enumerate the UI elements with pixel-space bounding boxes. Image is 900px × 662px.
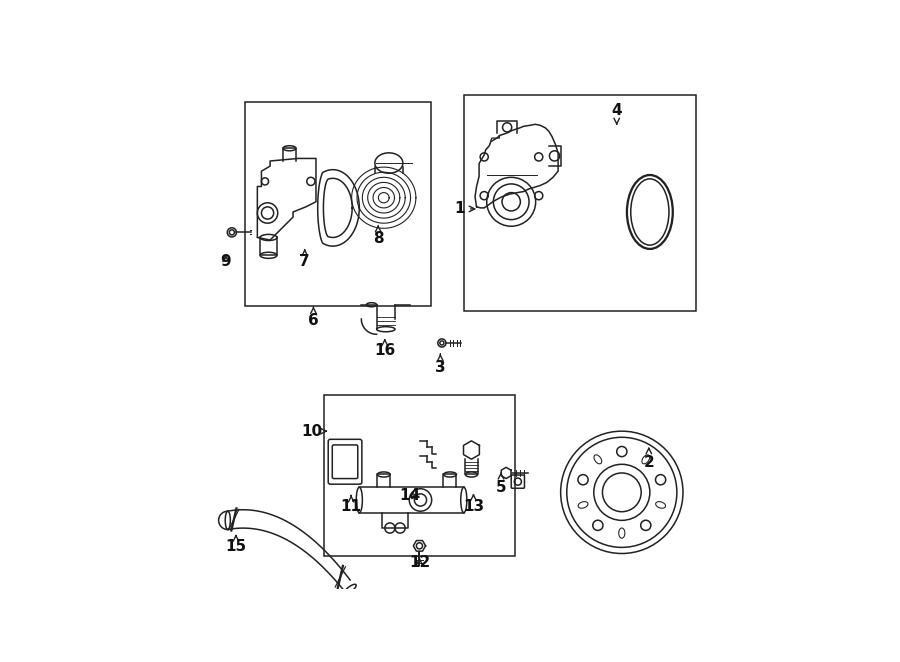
Text: 14: 14 [400, 489, 421, 503]
Text: 5: 5 [496, 473, 507, 495]
Text: 9: 9 [220, 254, 231, 269]
Bar [324, 395, 515, 556]
Text: 15: 15 [225, 536, 247, 554]
Text: 6: 6 [308, 307, 319, 328]
Text: 12: 12 [409, 555, 430, 570]
Text: 4: 4 [611, 103, 622, 124]
Text: 2: 2 [644, 448, 654, 470]
Bar [245, 103, 431, 307]
Text: 8: 8 [373, 225, 383, 246]
Text: 10: 10 [302, 424, 326, 439]
Text: 13: 13 [463, 495, 484, 514]
Text: 1: 1 [454, 201, 475, 216]
Text: 11: 11 [340, 496, 362, 514]
Text: 7: 7 [300, 250, 310, 269]
Text: 3: 3 [435, 354, 446, 375]
Text: 16: 16 [374, 340, 395, 358]
Bar [464, 95, 696, 311]
